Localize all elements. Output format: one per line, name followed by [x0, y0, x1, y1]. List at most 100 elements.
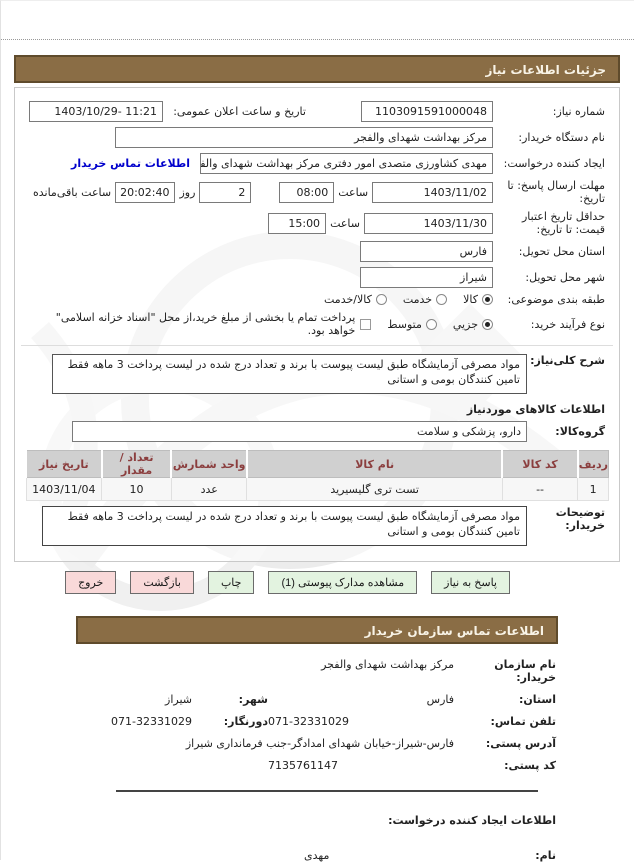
treasury-docs-checkbox-label: پرداخت تمام یا بخشی از مبلغ خرید،از محل … — [29, 311, 355, 337]
radio-goods[interactable] — [482, 294, 493, 305]
reply-to-need-button[interactable]: پاسخ به نیاز — [431, 571, 510, 594]
radio-goods-service-label: کالا/خدمت — [324, 293, 372, 306]
delivery-city-field[interactable]: شیراز — [360, 267, 493, 288]
contact-postal-row: کد پستی: 7135761147 — [0, 759, 556, 772]
buyer-org-field[interactable]: مرکز بهداشت شهدای والفجر — [115, 127, 493, 148]
contact-fax-value: 071-32331029 — [111, 715, 192, 728]
need-number-label: شماره نیاز: — [493, 105, 605, 118]
contact-phone-label: تلفن تماس: — [454, 715, 556, 728]
row-buyer-notes: توضیحات خریدار: مواد مصرفی آزمایشگاه طبق… — [29, 506, 605, 546]
contact-phone-fax-row: تلفن تماس: 071-32331029 دورنگار: 071-323… — [0, 715, 556, 728]
row-delivery-province: استان محل تحویل: فارس — [29, 241, 605, 262]
row-need-number: شماره نیاز: 1103091591000048 تاریخ و ساع… — [29, 101, 605, 122]
col-header-quantity: تعداد / مقدار — [102, 451, 172, 478]
price-validity-label: حداقل تاریخ اعتبار قیمت: تا تاریخ: — [493, 210, 605, 236]
radio-goods-service[interactable] — [376, 294, 387, 305]
cell-quantity: 10 — [102, 478, 172, 501]
price-validity-hour-label: ساعت — [330, 217, 360, 230]
reply-deadline-label: مهلت ارسال پاسخ: تا تاریخ: — [493, 179, 605, 205]
remaining-days-field[interactable]: 2 — [199, 182, 251, 203]
radio-minor[interactable] — [482, 319, 493, 330]
items-table: ردیف کد کالا نام کالا واحد شمارش تعداد /… — [25, 450, 609, 501]
contact-postal-label: کد پستی: — [454, 759, 556, 772]
creator-info-heading: اطلاعات ایجاد کننده درخواست: — [0, 814, 556, 827]
section-separator — [21, 345, 613, 346]
contact-phone-value: 071-32331029 — [268, 715, 454, 728]
radio-medium-label: متوسط — [387, 318, 422, 331]
radio-medium[interactable] — [426, 319, 437, 330]
row-goods-group: گروه‌کالا: دارو، پزشکی و سلامت — [29, 421, 605, 442]
delivery-province-label: استان محل تحویل: — [493, 245, 605, 258]
contact-province-city-row: استان: فارس شهر: شیراز — [0, 693, 556, 706]
creator-first-name-value: مهدی — [304, 849, 454, 862]
cell-item-code: -- — [502, 478, 577, 501]
price-validity-date-field[interactable]: 1403/11/30 — [364, 213, 493, 234]
contact-org-label: نام سازمان خریدار: — [454, 658, 556, 684]
need-description-field[interactable]: مواد مصرفی آزمایشگاه طبق لیست پیوست با ب… — [52, 354, 527, 394]
contact-org-value: مرکز بهداشت شهدای والفجر — [268, 658, 454, 671]
goods-group-label: گروه‌کالا: — [527, 425, 605, 438]
action-buttons: پاسخ به نیاز مشاهده مدارک پیوستی (1) چاپ… — [0, 571, 510, 594]
contact-address-label: آدرس پستی: — [454, 737, 556, 750]
table-row[interactable]: 1 -- تست تری گلیسیرید عدد 10 1403/11/04 — [26, 478, 609, 501]
creator-info-section: نام: مهدی نام خانوادگی: کشاورزی تلفن تما… — [0, 849, 556, 863]
contact-address-value: فارس-شیراز-خیابان شهدای امدادگر-جنب فرما… — [186, 737, 454, 750]
row-buyer-org: نام دستگاه خریدار: مرکز بهداشت شهدای وال… — [29, 127, 605, 148]
radio-service[interactable] — [436, 294, 447, 305]
contact-province-value: فارس — [268, 693, 454, 706]
announce-datetime-field[interactable]: 1403/10/29- 11:21 — [29, 101, 163, 122]
view-attachments-button[interactable]: مشاهده مدارک پیوستی (1) — [268, 571, 417, 594]
col-header-code: کد کالا — [502, 451, 577, 478]
exit-button[interactable]: خروج — [65, 571, 116, 594]
buyer-org-label: نام دستگاه خریدار: — [493, 131, 605, 144]
cell-unit: عدد — [171, 478, 247, 501]
col-header-unit: واحد شمارش — [171, 451, 247, 478]
row-delivery-city: شهر محل تحویل: شیراز — [29, 267, 605, 288]
col-header-date: تاریخ نیاز — [26, 451, 102, 478]
contact-postal-value: 7135761147 — [268, 759, 454, 772]
radio-service-label: خدمت — [403, 293, 432, 306]
back-button[interactable]: بازگشت — [130, 571, 194, 594]
buyer-contact-link[interactable]: اطلاعات تماس خریدار — [71, 157, 190, 170]
contact-org-row: نام سازمان خریدار: مرکز بهداشت شهدای وال… — [0, 658, 556, 684]
col-header-row: ردیف — [578, 451, 609, 478]
buyer-contact-section: نام سازمان خریدار: مرکز بهداشت شهدای وال… — [0, 658, 556, 772]
section-header-need-details: جزئیات اطلاعات نیاز — [14, 55, 620, 83]
price-validity-hour-field[interactable]: 15:00 — [268, 213, 326, 234]
contact-address-row: آدرس پستی: فارس-شیراز-خیابان شهدای امداد… — [0, 737, 556, 750]
row-price-validity: حداقل تاریخ اعتبار قیمت: تا تاریخ: 1403/… — [29, 210, 605, 236]
reply-deadline-date-field[interactable]: 1403/11/02 — [372, 182, 493, 203]
row-purchase-process: نوع فرآیند خرید: جزيي متوسط پرداخت تمام … — [29, 311, 605, 337]
contact-province-label: استان: — [454, 693, 556, 706]
need-details-card: شماره نیاز: 1103091591000048 تاریخ و ساع… — [14, 87, 620, 562]
delivery-city-label: شهر محل تحویل: — [493, 271, 605, 284]
row-subject-classification: طبقه بندی موضوعی: کالا خدمت کالا/خدمت — [29, 293, 605, 306]
row-request-creator: ایجاد کننده درخواست: مهدی کشاورزی متصدی … — [29, 153, 605, 174]
buyer-notes-field[interactable]: مواد مصرفی آزمایشگاه طبق لیست پیوست با ب… — [42, 506, 527, 546]
request-creator-label: ایجاد کننده درخواست: — [493, 157, 605, 170]
reply-deadline-hour-field[interactable]: 08:00 — [279, 182, 334, 203]
cell-need-date: 1403/11/04 — [26, 478, 102, 501]
goods-group-field[interactable]: دارو، پزشکی و سلامت — [72, 421, 527, 442]
need-description-label: شرح کلی‌نیاز: — [527, 354, 605, 367]
section-header-buyer-contact: اطلاعات تماس سازمان خریدار — [76, 616, 558, 644]
print-button[interactable]: چاپ — [208, 571, 255, 594]
remaining-time-label: ساعت باقی‌مانده — [33, 186, 111, 199]
purchase-process-label: نوع فرآیند خرید: — [493, 318, 605, 331]
row-need-description: شرح کلی‌نیاز: مواد مصرفی آزمایشگاه طبق ل… — [29, 354, 605, 394]
section-divider — [116, 790, 538, 792]
announce-label: تاریخ و ساعت اعلان عمومی: — [163, 105, 306, 118]
radio-goods-label: کالا — [463, 293, 478, 306]
delivery-province-field[interactable]: فارس — [360, 241, 493, 262]
request-creator-field[interactable]: مهدی کشاورزی متصدی امور دفتری مرکز بهداش… — [200, 153, 493, 174]
cell-item-name: تست تری گلیسیرید — [247, 478, 502, 501]
treasury-docs-checkbox[interactable] — [360, 319, 371, 330]
col-header-name: نام کالا — [247, 451, 502, 478]
creator-first-name-row: نام: مهدی — [0, 849, 556, 862]
creator-first-name-label: نام: — [454, 849, 556, 862]
need-number-field[interactable]: 1103091591000048 — [361, 101, 493, 122]
cell-row-number: 1 — [578, 478, 609, 501]
remaining-time-field[interactable]: 20:02:40 — [115, 182, 175, 203]
top-dotted-divider — [0, 0, 634, 40]
row-reply-deadline: مهلت ارسال پاسخ: تا تاریخ: 1403/11/02 سا… — [29, 179, 605, 205]
